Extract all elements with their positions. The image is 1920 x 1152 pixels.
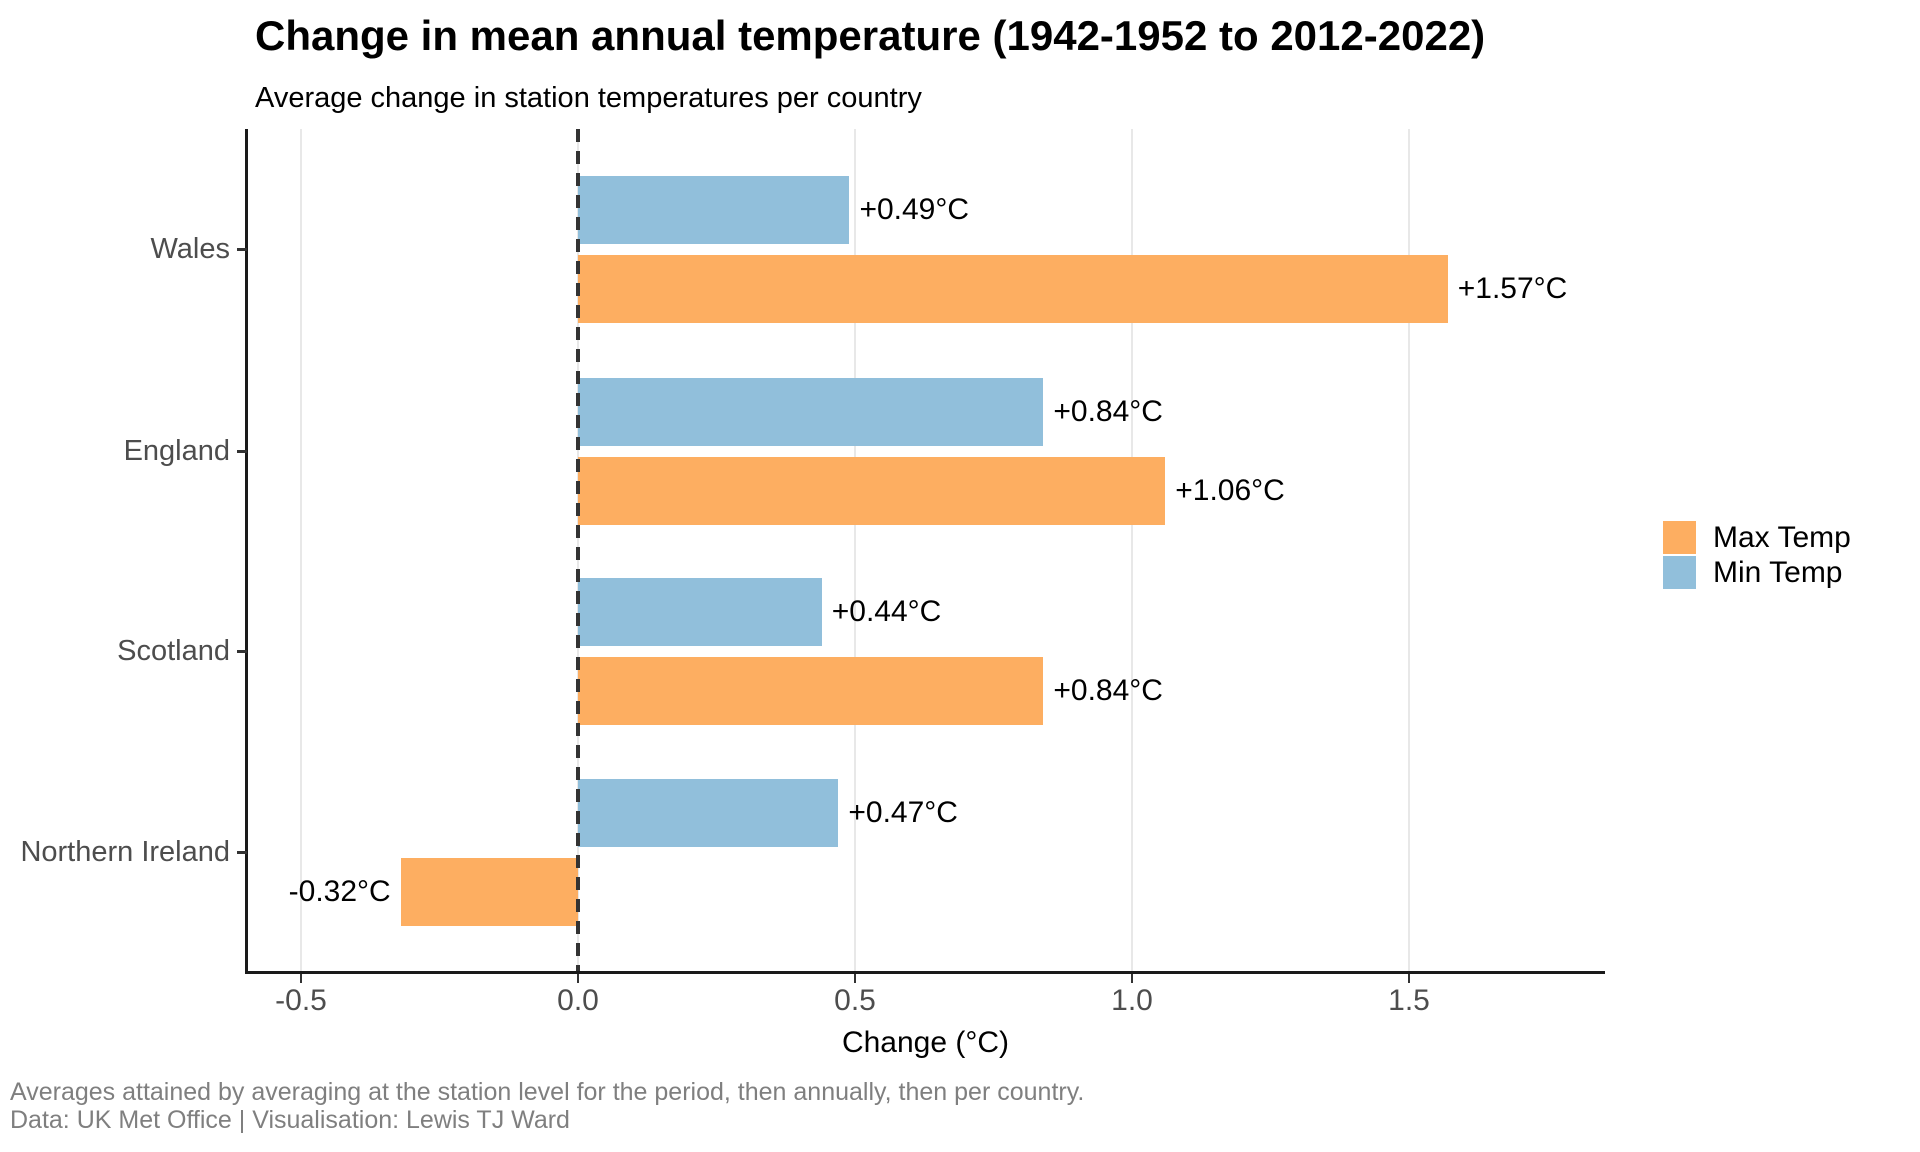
legend-label-min-temp: Min Temp bbox=[1713, 556, 1843, 589]
x-axis-title: Change (°C) bbox=[841, 1026, 1010, 1059]
bar-scotland-max-temp bbox=[578, 657, 1044, 725]
y-tick-northern-ireland bbox=[237, 850, 247, 854]
gridline--0.5 bbox=[300, 129, 302, 971]
chart-title: Change in mean annual temperature (1942-… bbox=[255, 12, 1486, 59]
y-tick-wales bbox=[237, 248, 247, 251]
y-tick-scotland bbox=[237, 650, 247, 653]
gridline-1.0 bbox=[1131, 129, 1133, 971]
y-tick-england bbox=[237, 449, 247, 453]
legend-swatch-min-temp bbox=[1663, 556, 1696, 589]
y-axis-label-scotland: Scotland bbox=[117, 635, 230, 667]
y-axis-label-england: England bbox=[123, 434, 230, 467]
gridline-1.5 bbox=[1408, 129, 1410, 971]
x-tick--0.5 bbox=[300, 974, 302, 983]
bar-england-min-temp bbox=[578, 377, 1044, 446]
x-tick-0.0 bbox=[577, 974, 579, 983]
value-label-northern-ireland-max-temp: -0.32°C bbox=[288, 874, 391, 908]
x-tick-0.5 bbox=[854, 974, 856, 983]
chart-subtitle: Average change in station temperatures p… bbox=[255, 82, 922, 114]
y-axis-line bbox=[245, 129, 248, 974]
value-label-england-min-temp: +0.84°C bbox=[1053, 394, 1163, 428]
x-axis-line bbox=[245, 971, 1605, 974]
legend: Max Temp Min Temp bbox=[1663, 521, 1851, 591]
value-label-wales-min-temp: +0.49°C bbox=[859, 193, 970, 226]
x-tick-label-0.0: 0.0 bbox=[557, 984, 599, 1017]
x-tick-1.5 bbox=[1408, 974, 1410, 983]
legend-swatch-max-temp bbox=[1663, 521, 1696, 554]
value-label-wales-max-temp: +1.57°C bbox=[1457, 272, 1568, 305]
gridline-0.5 bbox=[854, 129, 856, 971]
bar-wales-min-temp bbox=[578, 176, 850, 244]
legend-item-min-temp: Min Temp bbox=[1663, 556, 1851, 590]
value-label-northern-ireland-min-temp: +0.47°C bbox=[848, 795, 958, 829]
x-tick-label-1.0: 1.0 bbox=[1111, 984, 1153, 1017]
legend-label-max-temp: Max Temp bbox=[1713, 521, 1851, 554]
value-label-scotland-max-temp: +0.84°C bbox=[1053, 674, 1163, 707]
x-tick-1.0 bbox=[1131, 974, 1133, 983]
bar-northern-ireland-min-temp bbox=[578, 778, 839, 847]
bar-wales-max-temp bbox=[578, 255, 1448, 323]
zero-reference-line bbox=[576, 129, 580, 972]
value-label-scotland-min-temp: +0.44°C bbox=[831, 595, 942, 628]
bar-northern-ireland-max-temp bbox=[400, 857, 578, 926]
x-tick-label-1.5: 1.5 bbox=[1388, 984, 1430, 1017]
y-axis-label-northern-ireland: Northern Ireland bbox=[20, 835, 230, 868]
x-tick-label--0.5: -0.5 bbox=[275, 984, 327, 1017]
caption-source: Data: UK Met Office | Visualisation: Lew… bbox=[10, 1106, 570, 1134]
value-label-england-max-temp: +1.06°C bbox=[1175, 473, 1285, 507]
caption-methodology: Averages attained by averaging at the st… bbox=[10, 1078, 1085, 1106]
bar-scotland-min-temp bbox=[578, 578, 822, 646]
x-tick-label-0.5: 0.5 bbox=[834, 984, 876, 1017]
y-axis-label-wales: Wales bbox=[150, 233, 231, 265]
bar-england-max-temp bbox=[578, 456, 1166, 525]
legend-item-max-temp: Max Temp bbox=[1663, 521, 1851, 555]
